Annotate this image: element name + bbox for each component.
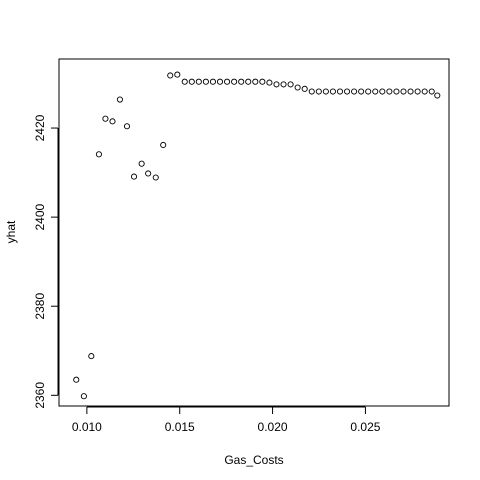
x-tick-label: 0.020 (258, 420, 288, 434)
y-tick-label: 2420 (33, 114, 47, 141)
y-tick-label: 2360 (33, 382, 47, 409)
y-tick-label: 2380 (33, 293, 47, 320)
x-tick-label: 0.010 (72, 420, 102, 434)
y-tick-label: 2400 (33, 203, 47, 230)
x-axis-label: Gas_Costs (224, 453, 283, 467)
y-axis-label: yhat (4, 220, 18, 243)
x-tick-label: 0.025 (350, 420, 380, 434)
x-tick-label: 0.015 (165, 420, 195, 434)
